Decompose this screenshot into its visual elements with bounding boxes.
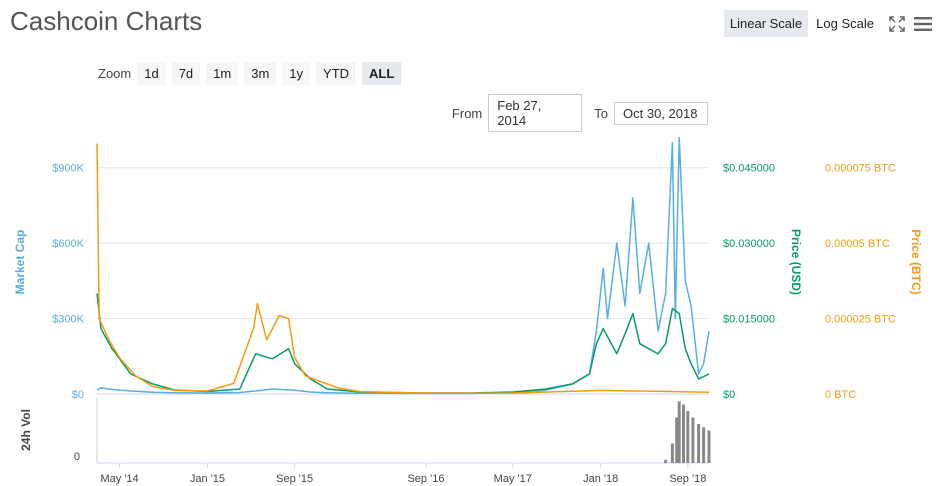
price-usd-tick-label: $0.045000 xyxy=(723,163,775,175)
page-title: Cashcoin Charts xyxy=(10,6,203,36)
price-usd-series xyxy=(96,293,710,394)
scale-controls: Linear Scale Log Scale xyxy=(722,10,932,37)
log-scale-button[interactable]: Log Scale xyxy=(816,16,874,31)
zoom-1y-button[interactable]: 1y xyxy=(282,62,311,85)
x-tick-label: Jan '18 xyxy=(583,473,618,485)
price-usd-tick-label: $0 xyxy=(723,389,735,401)
price-btc-tick-label: 0.000025 BTC xyxy=(825,314,896,326)
market-cap-tick-label: $900K xyxy=(52,163,84,175)
from-date-input[interactable]: Feb 27, 2014 xyxy=(488,94,583,132)
price-usd-tick-label: $0.015000 xyxy=(723,314,775,326)
zoom-all-button[interactable]: ALL xyxy=(362,62,402,85)
market-cap-axis-title: Market Cap xyxy=(13,230,27,295)
date-range: From Feb 27, 2014 To Oct 30, 2018 xyxy=(440,94,708,132)
x-tick-label: Sep '16 xyxy=(407,473,444,485)
volume-bar xyxy=(675,417,679,463)
fullscreen-icon[interactable] xyxy=(888,15,906,33)
x-tick-label: May '14 xyxy=(101,473,139,485)
market-cap-tick-label: $300K xyxy=(52,314,84,326)
menu-icon[interactable] xyxy=(914,15,932,33)
zoom-7d-button[interactable]: 7d xyxy=(171,62,201,85)
market-cap-tick-label: $600K xyxy=(52,238,84,250)
volume-axis-title: 24h Vol xyxy=(19,409,33,451)
market-cap-tick-label: $0 xyxy=(72,389,84,401)
price-btc-tick-label: 0.000075 BTC xyxy=(825,163,896,175)
x-tick-label: Sep '18 xyxy=(669,473,706,485)
x-tick-label: Jan '15 xyxy=(190,473,225,485)
price-usd-axis-title: Price (USD) xyxy=(789,229,803,295)
volume-tick-label: 0 xyxy=(74,451,80,463)
x-tick-label: May '17 xyxy=(494,473,532,485)
to-label: To xyxy=(594,105,608,121)
linear-scale-button[interactable]: Linear Scale xyxy=(723,10,809,37)
price-btc-tick-label: 0 BTC xyxy=(825,389,856,401)
zoom-label: Zoom xyxy=(98,66,132,81)
volume-bar xyxy=(697,424,701,463)
zoom-controls: Zoom 1d 7d 1m 3m 1y YTD ALL xyxy=(98,62,407,85)
volume-bar xyxy=(677,401,681,464)
volume-bar xyxy=(707,430,711,463)
zoom-3m-button[interactable]: 3m xyxy=(244,62,277,85)
price-btc-axis-title: Price (BTC) xyxy=(909,229,923,294)
volume-bar xyxy=(702,427,706,464)
zoom-1d-button[interactable]: 1d xyxy=(137,62,166,85)
volume-bar xyxy=(691,417,695,463)
market-cap-series xyxy=(96,136,710,395)
from-label: From xyxy=(451,105,483,121)
volume-bar xyxy=(664,459,668,464)
to-date-input[interactable]: Oct 30, 2018 xyxy=(614,101,708,125)
zoom-1m-button[interactable]: 1m xyxy=(206,62,239,85)
price-btc-series xyxy=(96,143,710,394)
price-btc-tick-label: 0.00005 BTC xyxy=(825,238,890,250)
price-usd-tick-label: $0.030000 xyxy=(723,238,775,250)
volume-bar xyxy=(686,411,690,463)
zoom-ytd-button[interactable]: YTD xyxy=(316,62,357,85)
volume-bar xyxy=(682,404,685,463)
x-tick-label: Sep '15 xyxy=(276,473,313,485)
volume-bar xyxy=(670,443,674,463)
